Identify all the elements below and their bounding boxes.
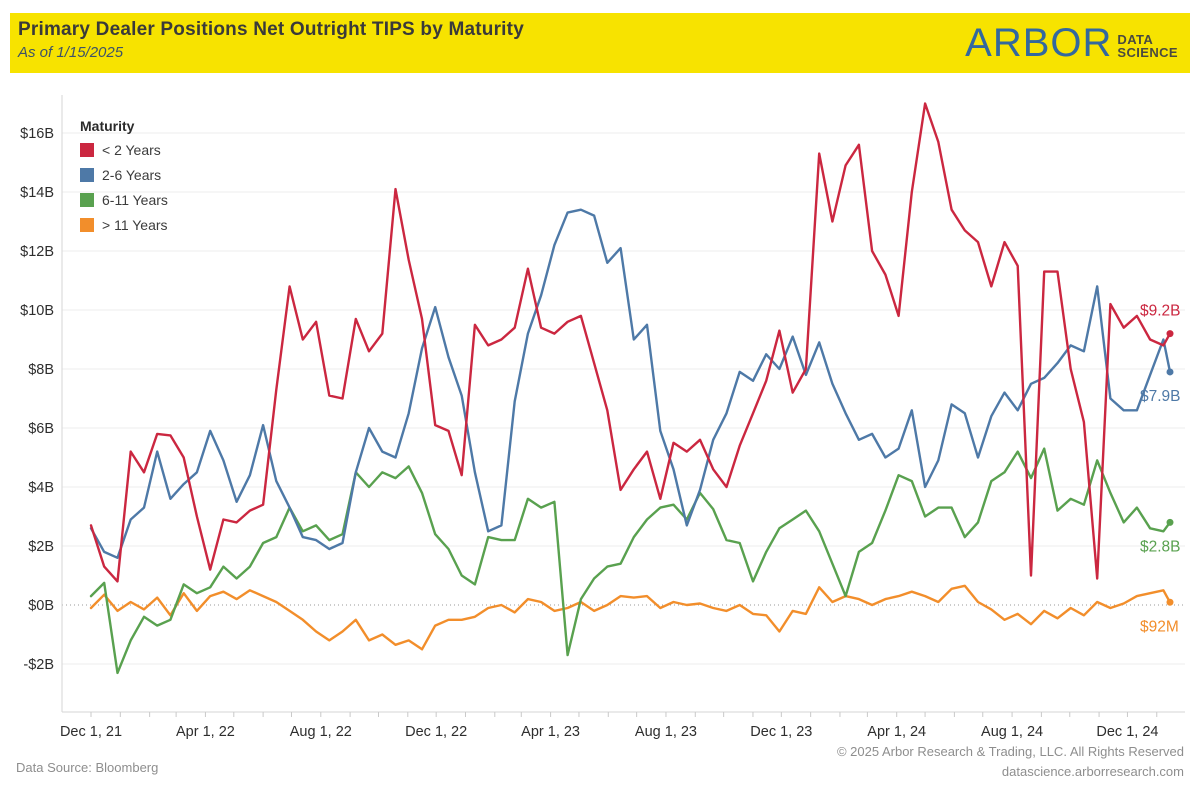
y-axis-tick-label: $2B [28,539,54,555]
x-axis-tick-label: Apr 1, 24 [867,724,926,740]
legend-label: > 11 Years [102,217,168,233]
series-end-label: $9.2B [1140,303,1181,320]
logo-wordmark: ARBOR [965,21,1113,65]
series-end-dot [1166,598,1174,606]
line-series--11-years [89,584,1172,651]
series-end-label: $92M [1140,618,1179,635]
y-axis-tick-label: $12B [20,244,54,260]
series-end-label: $2.8B [1140,538,1181,555]
x-axis-tick-label: Dec 1, 23 [750,724,812,740]
legend-swatch [80,168,94,182]
x-axis-tick-label: Dec 1, 22 [405,724,467,740]
x-axis-tick-label: Apr 1, 22 [176,724,235,740]
y-axis-tick-label: $6B [28,421,54,437]
website-link[interactable]: datascience.arborresearch.com [1001,764,1184,779]
legend-swatch [80,193,94,207]
legend-item-1: < 2 Years [80,142,168,158]
series-end-dot [1166,330,1174,338]
legend-swatch [80,143,94,157]
y-axis-tick-label: $16B [20,126,54,142]
logo-sub-line2: SCIENCE [1117,45,1178,60]
line-series--2-years [89,102,1172,583]
chart-legend: Maturity < 2 Years 2-6 Years 6-11 Years > 1… [80,118,168,242]
series-end-dot [1166,368,1174,376]
x-axis-tick-label: Apr 1, 23 [521,724,580,740]
x-axis-tick-label: Aug 1, 23 [635,724,697,740]
x-axis-tick-label: Aug 1, 22 [290,724,352,740]
legend-label: 2-6 Years [102,167,162,183]
series-end-dot [1166,518,1174,526]
x-axis-tick-label: Dec 1, 24 [1096,724,1158,740]
legend-item-4: > 11 Years [80,217,168,233]
page-subtitle: As of 1/15/2025 [18,44,124,61]
header-band: Primary Dealer Positions Net Outright TI… [10,13,1190,73]
y-axis-tick-label: $14B [20,185,54,201]
line-series-2-6-years [89,208,1172,559]
y-axis-tick-label: $0B [28,598,54,614]
arbor-logo: ARBOR DATA SCIENCE [965,21,1178,65]
y-axis-tick-label: $10B [20,303,54,319]
x-axis-tick-label: Aug 1, 24 [981,724,1043,740]
y-axis-tick-label: $4B [28,480,54,496]
legend-label: 6-11 Years [102,192,168,208]
logo-sub-line1: DATA [1117,32,1154,47]
legend-label: < 2 Years [102,142,161,158]
copyright-note: © 2025 Arbor Research & Trading, LLC. Al… [836,744,1184,759]
data-source-note: Data Source: Bloomberg [16,760,159,775]
legend-item-3: 6-11 Years [80,192,168,208]
legend-item-2: 2-6 Years [80,167,168,183]
y-axis-tick-label: -$2B [23,657,54,673]
x-axis-tick-label: Dec 1, 21 [60,724,122,740]
line-series-6-11-years [89,447,1172,675]
y-axis-tick-label: $8B [28,362,54,378]
legend-swatch [80,218,94,232]
legend-title: Maturity [80,118,135,134]
series-end-label: $7.9B [1140,388,1181,405]
page-title: Primary Dealer Positions Net Outright TI… [18,19,524,40]
